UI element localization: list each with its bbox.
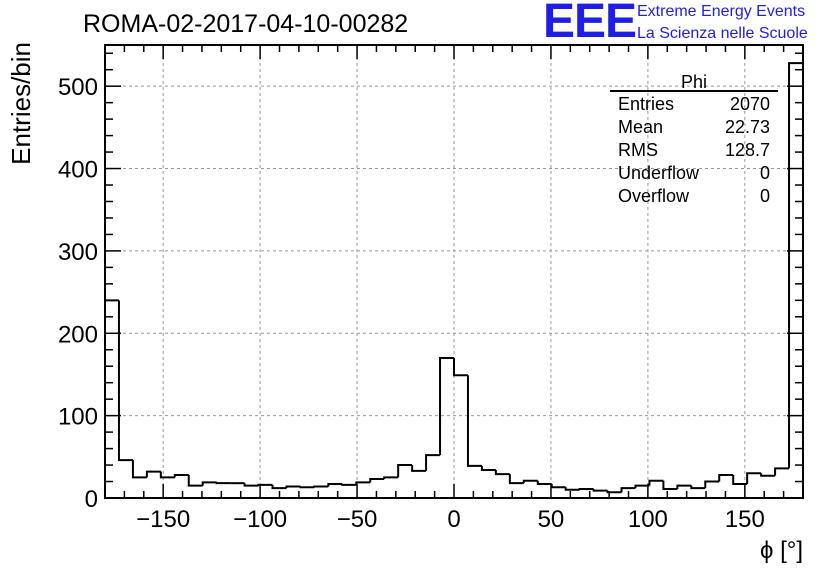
histogram-bin xyxy=(313,485,329,488)
histogram-bin xyxy=(606,490,622,494)
histogram-bin xyxy=(271,484,287,490)
histogram-bin xyxy=(746,472,762,484)
histogram-bin xyxy=(397,464,413,478)
histogram-bin xyxy=(536,480,552,485)
histogram-bin xyxy=(243,483,259,487)
x-axis-label: ϕ [°] xyxy=(760,537,803,564)
stats-row-value: 128.7 xyxy=(725,140,770,160)
logo-subtitle-line1: Extreme Energy Events xyxy=(637,3,806,20)
histogram-bin xyxy=(383,476,399,480)
histogram-bin xyxy=(299,486,315,489)
stats-row-label: Mean xyxy=(618,117,663,137)
histogram-bin xyxy=(592,488,608,492)
histogram-bin xyxy=(327,482,343,487)
stats-box: Phi Entries 2070 Mean 22.73 RMS 128.7 Underflo… xyxy=(610,72,778,206)
stats-row-value: 0 xyxy=(760,186,770,206)
histogram-bin xyxy=(550,483,566,489)
logo-subtitle-line2: La Scienza nelle Scuole xyxy=(637,25,808,42)
stats-row-label: RMS xyxy=(618,140,658,160)
histogram-bin xyxy=(173,473,189,478)
stats-row-value: 2070 xyxy=(730,94,770,114)
histogram-bin xyxy=(676,484,692,489)
y-tick-label: 500 xyxy=(58,74,98,101)
histogram-bin xyxy=(704,480,720,489)
histogram-bin xyxy=(355,481,371,485)
histogram-bin xyxy=(145,470,161,478)
histogram-bin xyxy=(774,467,790,476)
histogram-bin xyxy=(634,484,650,489)
histogram-bin xyxy=(788,62,803,469)
histogram-bin xyxy=(159,471,175,479)
y-tick-label: 400 xyxy=(58,157,98,184)
histogram-bin xyxy=(662,480,678,490)
y-tick-label: 300 xyxy=(58,239,98,266)
histogram-bin xyxy=(341,483,357,486)
histogram-bin xyxy=(494,469,510,476)
stats-row-label: Overflow xyxy=(618,186,690,206)
histogram-bin xyxy=(760,473,776,477)
x-tick-label: 100 xyxy=(628,506,668,533)
histogram-bin xyxy=(257,483,273,486)
histogram-bin xyxy=(131,460,147,479)
histogram-bin xyxy=(690,485,706,490)
histogram-bin xyxy=(201,481,217,486)
y-tick-label: 0 xyxy=(85,486,98,513)
histogram-bin xyxy=(508,474,524,485)
histogram-bin xyxy=(620,487,636,493)
stats-box-title: Phi xyxy=(681,72,707,92)
x-tick-label: 50 xyxy=(538,506,565,533)
y-axis: 0 100 200 300 400 500 xyxy=(58,52,803,513)
x-axis: −150 −100 −50 0 50 100 150 xyxy=(104,45,804,533)
histogram-bin xyxy=(369,478,385,483)
stats-row-label: Underflow xyxy=(618,163,700,183)
x-tick-label: 0 xyxy=(447,506,460,533)
histogram-bin xyxy=(732,474,748,485)
x-tick-label: −150 xyxy=(136,506,190,533)
grid-lines xyxy=(105,45,803,498)
histogram-bin xyxy=(453,357,468,377)
histogram-bin xyxy=(215,482,231,485)
chart-title: ROMA-02-2017-04-10-00282 xyxy=(83,10,409,38)
x-tick-label: −100 xyxy=(233,506,287,533)
y-tick-label: 200 xyxy=(58,321,98,348)
histogram-bin xyxy=(648,479,664,486)
histogram-bin xyxy=(578,487,594,490)
stats-row-value: 22.73 xyxy=(725,117,770,137)
histogram-bin xyxy=(466,375,482,467)
x-tick-label: −50 xyxy=(337,506,378,533)
histogram-bin xyxy=(117,300,133,462)
histogram-bin xyxy=(718,473,734,482)
histogram-bin xyxy=(187,474,203,487)
histogram-bin xyxy=(522,479,538,484)
y-tick-label: 100 xyxy=(58,404,98,431)
histogram-bin xyxy=(564,487,580,491)
histogram-bin xyxy=(439,356,454,456)
histogram-bin xyxy=(285,485,301,489)
eee-logo: EEE xyxy=(543,0,637,48)
y-axis-label: Entries/bin xyxy=(6,42,36,165)
histogram-bin xyxy=(411,465,427,472)
stats-row-label: Entries xyxy=(618,94,674,114)
histogram-bin xyxy=(480,465,496,471)
x-tick-label: 150 xyxy=(725,506,765,533)
stats-row-value: 0 xyxy=(760,163,770,183)
histogram-bin xyxy=(425,454,441,471)
